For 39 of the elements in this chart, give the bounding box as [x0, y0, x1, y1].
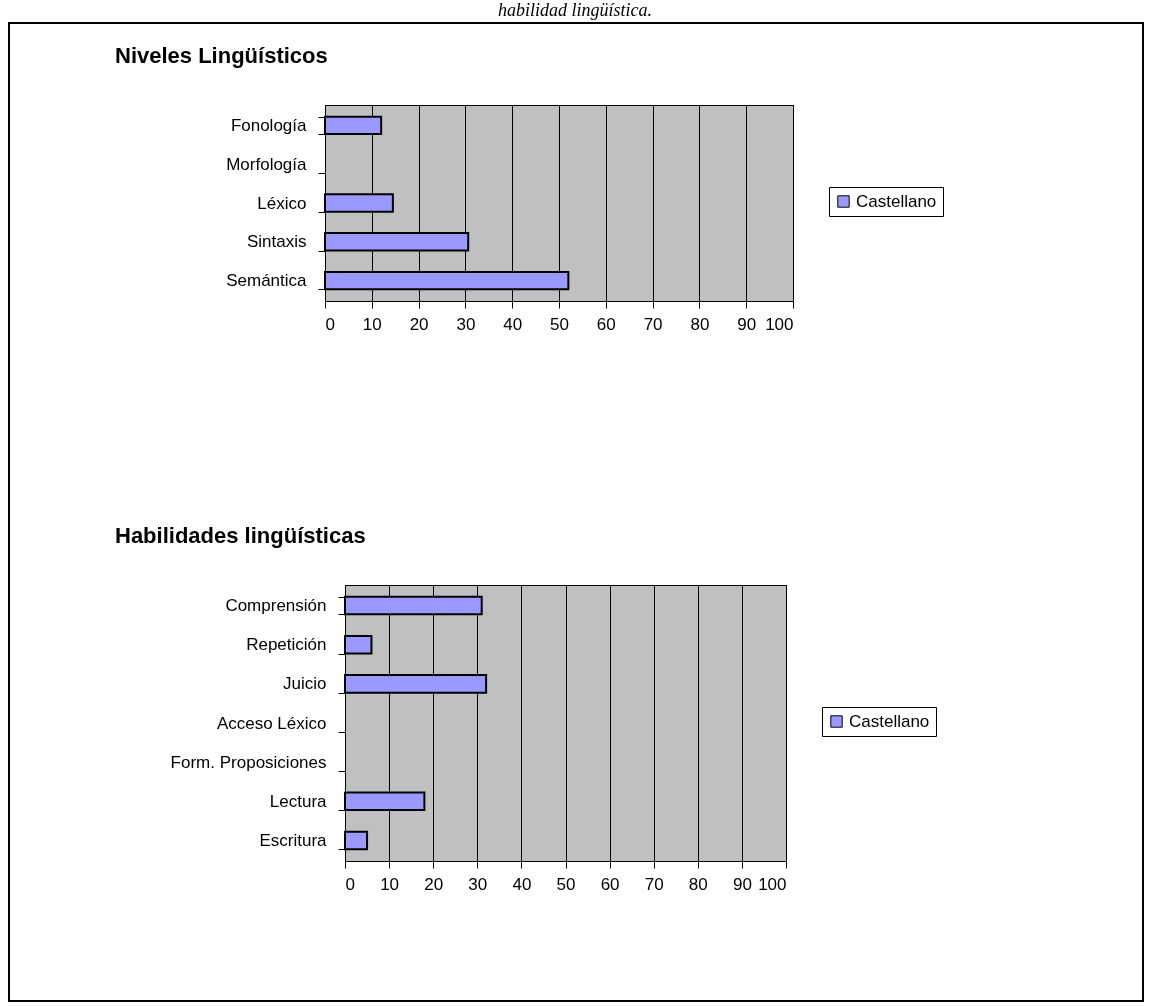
x-tick-label: 60	[596, 314, 616, 334]
x-tick-label: 100	[758, 874, 787, 894]
y-tick-label: Form. Proposiciones	[170, 752, 327, 772]
x-tick-label: 50	[550, 314, 569, 334]
text: habilidad lingüística.	[497, 0, 653, 22]
x-tick-label: 30	[456, 314, 476, 334]
x-tick-label: 10	[380, 874, 400, 894]
x-tick-label: 80	[688, 874, 708, 894]
y-tick-label: Fonología	[230, 115, 308, 135]
x-tick-label: 40	[512, 874, 532, 894]
x-tick-label: 0	[345, 874, 355, 894]
y-tick-label: Juicio	[283, 674, 327, 694]
x-tick-label: 30	[468, 874, 488, 894]
x-tick-label: 10	[362, 314, 382, 334]
y-tick-label: Comprensión	[225, 596, 327, 616]
chart-title: Habilidades lingüísticas	[115, 523, 366, 548]
x-tick-label: 90	[732, 874, 752, 894]
legend-label: Castellano	[856, 191, 937, 211]
x-tick-label: 90	[737, 314, 757, 334]
y-tick-label: Lectura	[269, 791, 328, 811]
y-tick-label: Léxico	[257, 193, 307, 213]
y-tick-label: Escritura	[259, 830, 328, 850]
y-tick-label: Sintaxis	[246, 232, 307, 252]
legend-label: Castellano	[849, 711, 930, 731]
x-tick-label: 40	[503, 314, 523, 334]
x-tick-label: 20	[424, 874, 444, 894]
y-tick-label: Semántica	[226, 271, 308, 291]
y-tick-label: Repetición	[246, 635, 327, 655]
chart-title: Niveles Lingüísticos	[115, 43, 328, 68]
y-tick-label: Morfología	[226, 154, 308, 174]
x-tick-label: 70	[644, 874, 664, 894]
x-tick-label: 50	[556, 874, 576, 894]
x-tick-label: 20	[409, 314, 429, 334]
x-tick-label: 100	[765, 314, 794, 334]
x-tick-label: 70	[643, 314, 663, 334]
x-tick-label: 60	[600, 874, 620, 894]
x-tick-label: 80	[690, 314, 710, 334]
y-tick-label: Acceso Léxico	[216, 713, 327, 733]
x-tick-label: 0	[325, 314, 335, 334]
